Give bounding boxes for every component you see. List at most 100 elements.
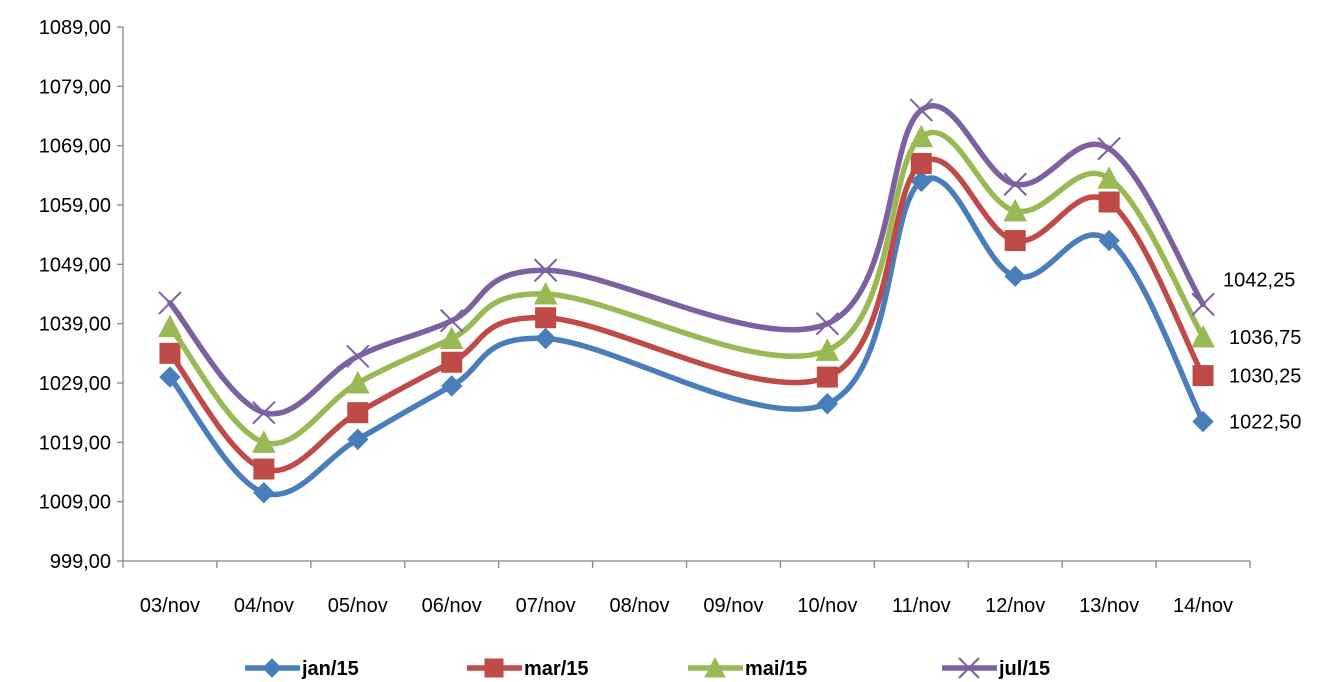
data-point-marker	[1191, 292, 1215, 317]
data-label: 1030,25	[1229, 366, 1301, 388]
data-point-marker	[1097, 166, 1121, 189]
marker-stroke	[909, 98, 933, 122]
series-layer	[158, 98, 1215, 504]
series-mar-15	[159, 152, 1214, 480]
data-label: 1022,50	[1229, 412, 1301, 434]
y-tick-label: 1029,00	[39, 373, 111, 395]
legend-item-jan-15: jan/15	[245, 658, 359, 680]
legend-marker	[262, 658, 282, 678]
x-tick-label: 12/nov	[985, 595, 1045, 617]
marker-stroke	[1191, 292, 1215, 317]
marker-stroke	[252, 400, 276, 425]
marker-stroke	[158, 291, 182, 315]
legend-label: mai/15	[745, 658, 807, 680]
legend-marker	[484, 658, 504, 678]
data-point-marker	[533, 281, 558, 305]
y-tick-label: 1019,00	[39, 432, 111, 454]
data-point-marker	[1192, 410, 1214, 433]
y-tick-label: 1039,00	[39, 314, 111, 336]
data-point-marker	[1003, 172, 1027, 196]
data-point-marker	[909, 124, 934, 148]
marker-stroke	[533, 258, 558, 282]
data-point-marker	[158, 314, 182, 338]
data-point-marker	[1003, 198, 1028, 222]
data-point-marker	[441, 351, 463, 373]
x-tick-label: 11/nov	[892, 595, 951, 617]
data-point-marker	[158, 291, 182, 315]
data-point-marker	[253, 458, 275, 480]
series-line	[167, 103, 1206, 417]
y-tick-label: 999,00	[50, 551, 111, 573]
x-tick-label: 09/nov	[703, 595, 763, 617]
series-line	[167, 156, 1206, 474]
legend: jan/15 mar/15 mai/15 jul/15	[245, 656, 1050, 680]
x-tick-label: 03/nov	[140, 595, 200, 617]
data-point-marker	[816, 366, 838, 388]
data-point-marker	[815, 338, 840, 361]
y-tick-label: 1009,00	[39, 492, 111, 514]
x-tick-label: 07/nov	[516, 595, 576, 617]
y-tick-label: 1049,00	[39, 254, 111, 276]
axes: 999,00 1009,00 1019,00 1029,00 1039,00 1049,0…	[39, 17, 1251, 617]
y-tick-label: 1089,00	[39, 17, 111, 39]
data-point-marker	[252, 400, 276, 425]
x-tick-label: 10/nov	[797, 595, 857, 617]
data-point-marker	[347, 402, 369, 424]
marker-stroke	[815, 311, 840, 336]
data-point-marker	[347, 428, 369, 451]
data-point-marker	[345, 370, 370, 394]
legend-label: jan/15	[301, 658, 359, 680]
legend-item-mar-15: mar/15	[467, 658, 589, 680]
series-jan-15	[159, 170, 1214, 504]
data-point-marker	[159, 366, 181, 388]
data-point-marker	[1098, 191, 1120, 213]
legend-label: mar/15	[524, 658, 589, 680]
data-point-marker	[1004, 265, 1026, 287]
marker-stroke	[958, 657, 980, 679]
data-point-marker	[252, 430, 276, 453]
data-point-marker	[533, 258, 558, 282]
data-point-marker	[910, 170, 932, 192]
data-point-marker	[815, 311, 840, 336]
series-mai-15	[158, 124, 1215, 453]
y-tick-label: 1079,00	[39, 76, 111, 98]
legend-item-mai-15: mai/15	[688, 656, 807, 680]
x-tick-label: 06/nov	[422, 595, 482, 617]
marker-stroke	[346, 344, 370, 369]
data-point-marker	[534, 327, 557, 350]
data-point-marker	[1098, 229, 1120, 252]
x-tick-label: 05/nov	[328, 595, 388, 617]
data-point-marker	[440, 308, 464, 333]
data-point-marker	[439, 326, 464, 349]
data-point-marker	[1192, 365, 1214, 387]
data-point-marker	[253, 482, 275, 504]
marker-stroke	[440, 308, 464, 333]
legend-item-jul-15: jul/15	[942, 657, 1050, 680]
y-tick-label: 1069,00	[39, 136, 111, 158]
data-point-marker	[441, 375, 463, 397]
data-point-marker	[816, 393, 839, 415]
x-tick-label: 08/nov	[610, 595, 670, 617]
marker-stroke	[1097, 136, 1121, 161]
data-point-marker	[1191, 324, 1215, 348]
y-tick-label: 1059,00	[39, 195, 111, 217]
data-label: 1036,75	[1229, 327, 1301, 349]
legend-label: jul/15	[998, 658, 1050, 680]
legend-marker	[958, 657, 980, 679]
data-point-marker	[1097, 136, 1121, 161]
data-point-marker	[1004, 230, 1026, 252]
data-point-marker	[535, 307, 557, 329]
data-point-marker	[159, 342, 181, 364]
marker-stroke	[1003, 172, 1027, 196]
data-point-marker	[910, 152, 932, 174]
end-labels: 1022,50 1030,25 1036,75 1042,25	[1223, 269, 1301, 433]
legend-marker	[704, 656, 726, 678]
x-tick-label: 13/nov	[1079, 595, 1139, 617]
data-point-marker	[346, 344, 370, 369]
series-line	[167, 175, 1206, 498]
x-tick-label: 14/nov	[1173, 595, 1233, 617]
data-label: 1042,25	[1223, 269, 1295, 291]
data-point-marker	[909, 98, 933, 122]
x-tick-label: 04/nov	[234, 595, 294, 617]
